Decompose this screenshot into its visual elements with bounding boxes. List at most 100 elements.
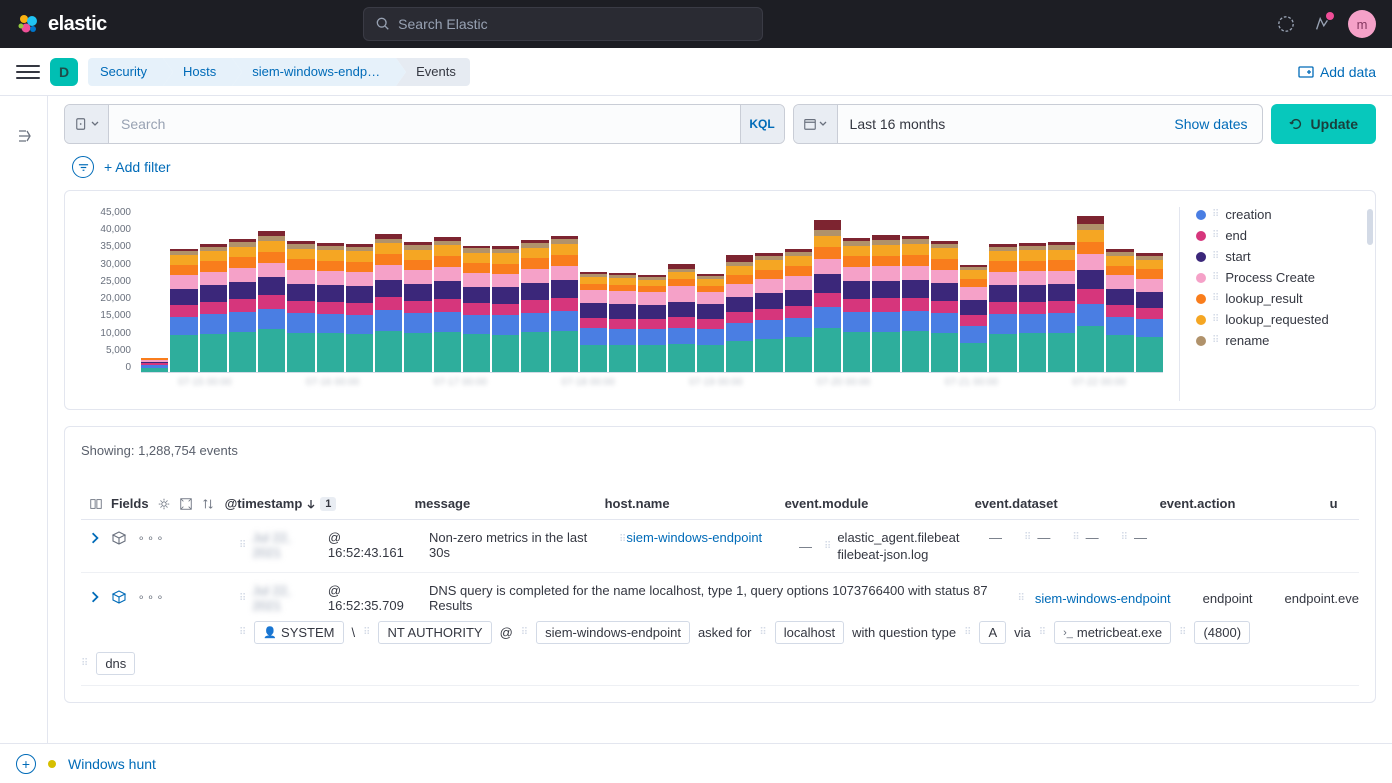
chip-user[interactable]: 👤SYSTEM: [254, 621, 343, 644]
bar[interactable]: [1077, 216, 1104, 372]
bar[interactable]: [1136, 253, 1163, 372]
bar[interactable]: [258, 231, 285, 372]
col-timestamp[interactable]: @timestamp 1: [225, 496, 405, 511]
filter-options-icon[interactable]: [72, 156, 94, 178]
col-host[interactable]: host.name: [605, 496, 775, 511]
bar[interactable]: [726, 255, 753, 372]
expand-row-icon[interactable]: [89, 591, 101, 606]
expand-rail-icon[interactable]: [16, 128, 32, 783]
add-timeline-icon[interactable]: +: [16, 754, 36, 774]
drag-handle-icon[interactable]: ⠿: [239, 540, 246, 551]
bar[interactable]: [902, 236, 929, 372]
bar[interactable]: [200, 244, 227, 372]
bar[interactable]: [317, 243, 344, 372]
bar[interactable]: [463, 246, 490, 372]
bar[interactable]: [931, 241, 958, 372]
bar[interactable]: [872, 235, 899, 372]
kql-badge[interactable]: KQL: [740, 105, 784, 143]
expand-row-icon[interactable]: [89, 532, 101, 547]
date-picker[interactable]: Last 16 months Show dates: [793, 104, 1263, 144]
saved-query-icon[interactable]: [65, 105, 109, 143]
bar[interactable]: [609, 273, 636, 372]
chip-qname[interactable]: localhost: [775, 621, 844, 644]
hunt-name[interactable]: Windows hunt: [68, 756, 156, 772]
help-icon[interactable]: [1276, 14, 1296, 34]
legend-item[interactable]: ⠿lookup_requested: [1196, 312, 1359, 327]
legend-item[interactable]: ⠿end: [1196, 228, 1359, 243]
add-filter-button[interactable]: + Add filter: [104, 159, 171, 175]
legend-item[interactable]: ⠿rename: [1196, 333, 1359, 348]
chip-dns[interactable]: dns: [96, 652, 135, 675]
bar[interactable]: [521, 240, 548, 372]
chip-pid[interactable]: (4800): [1194, 621, 1250, 644]
crumb-hosts[interactable]: Hosts: [163, 58, 232, 86]
logo[interactable]: elastic: [16, 12, 107, 36]
event-chips: ⠿ 👤SYSTEM \ ⠿ NT AUTHORITY @ ⠿ siem-wind…: [239, 621, 1250, 644]
user-avatar[interactable]: m: [1348, 10, 1376, 38]
gear-icon[interactable]: [157, 497, 171, 511]
bar[interactable]: [785, 249, 812, 372]
analyze-icon[interactable]: [111, 530, 127, 549]
bar[interactable]: [755, 253, 782, 372]
update-button[interactable]: Update: [1271, 104, 1376, 144]
legend-item[interactable]: ⠿creation: [1196, 207, 1359, 222]
newsfeed-icon[interactable]: [1312, 14, 1332, 34]
bar[interactable]: [960, 265, 987, 372]
kql-input[interactable]: Search KQL: [64, 104, 785, 144]
chip-domain[interactable]: NT AUTHORITY: [378, 621, 491, 644]
sort-icon[interactable]: [201, 497, 215, 511]
crumb-host[interactable]: siem-windows-endp…: [232, 58, 396, 86]
bar[interactable]: [551, 236, 578, 372]
bar[interactable]: [141, 358, 168, 372]
bar[interactable]: [638, 275, 665, 372]
legend-item[interactable]: ⠿lookup_result: [1196, 291, 1359, 306]
bar[interactable]: [1048, 242, 1075, 372]
bar[interactable]: [170, 249, 197, 372]
bar[interactable]: [375, 234, 402, 372]
host-link[interactable]: siem-windows-endpoint: [626, 530, 762, 545]
bar[interactable]: [814, 220, 841, 372]
nav-toggle[interactable]: [16, 60, 40, 84]
bar[interactable]: [668, 264, 695, 372]
bar[interactable]: [434, 237, 461, 372]
crumb-security[interactable]: Security: [88, 58, 163, 86]
bar[interactable]: [697, 274, 724, 372]
add-data-icon: [1298, 64, 1314, 80]
bar[interactable]: [843, 238, 870, 372]
more-actions-icon[interactable]: ⚬⚬⚬: [137, 534, 165, 545]
legend-item[interactable]: ⠿Process Create: [1196, 270, 1359, 285]
bar[interactable]: [1019, 243, 1046, 372]
col-action[interactable]: event.action: [1160, 496, 1320, 511]
chip-qtype[interactable]: A: [979, 621, 1006, 644]
analyze-icon[interactable]: [111, 589, 127, 608]
user-icon: 👤: [263, 626, 277, 639]
fullscreen-icon[interactable]: [179, 497, 193, 511]
bar[interactable]: [404, 242, 431, 372]
host-link[interactable]: siem-windows-endpoint: [1035, 591, 1171, 606]
bar[interactable]: [229, 239, 256, 372]
bar[interactable]: [1106, 249, 1133, 372]
col-user[interactable]: u: [1330, 496, 1360, 511]
col-message[interactable]: message: [415, 496, 595, 511]
filter-row: + Add filter: [48, 152, 1392, 190]
bar[interactable]: [287, 241, 314, 372]
bar[interactable]: [989, 244, 1016, 372]
chip-process[interactable]: ›_metricbeat.exe: [1054, 621, 1171, 644]
chip-host[interactable]: siem-windows-endpoint: [536, 621, 690, 644]
sort-desc-icon: [306, 499, 316, 509]
bar[interactable]: [346, 244, 373, 372]
show-dates-link[interactable]: Show dates: [1160, 105, 1261, 143]
space-selector[interactable]: D: [50, 58, 78, 86]
global-search[interactable]: Search Elastic: [363, 7, 763, 41]
legend-scrollbar[interactable]: [1367, 209, 1373, 245]
legend-item[interactable]: ⠿start: [1196, 249, 1359, 264]
bar[interactable]: [580, 272, 607, 372]
elastic-logo-icon: [16, 12, 40, 36]
bar[interactable]: [492, 246, 519, 372]
calendar-icon[interactable]: [794, 105, 838, 143]
add-data-link[interactable]: Add data: [1298, 64, 1376, 80]
fields-icon[interactable]: [89, 497, 103, 511]
more-actions-icon[interactable]: ⚬⚬⚬: [137, 593, 165, 604]
col-dataset[interactable]: event.dataset: [975, 496, 1150, 511]
col-module[interactable]: event.module: [785, 496, 965, 511]
